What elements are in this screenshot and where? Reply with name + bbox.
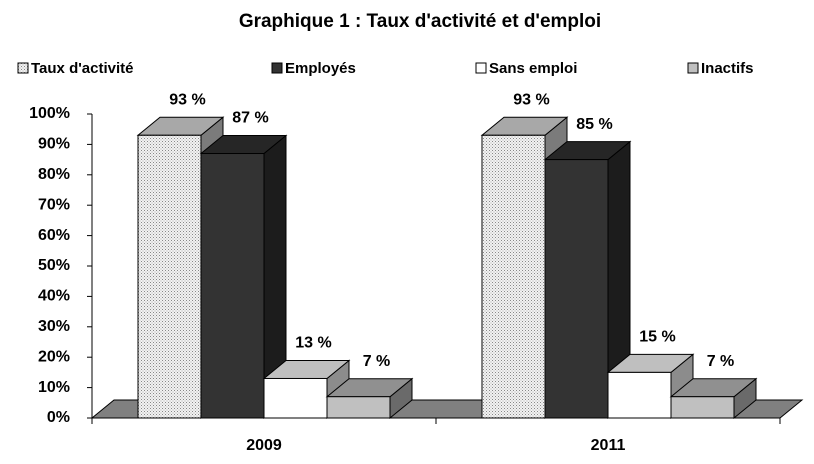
- data-label: 15 %: [639, 329, 675, 346]
- data-label: 85 %: [576, 116, 612, 133]
- bar: [670, 396, 735, 419]
- bar: [263, 377, 328, 419]
- y-tick-label: 30%: [38, 318, 70, 335]
- legend-label: Sans emploi: [489, 60, 577, 77]
- data-label: 93 %: [513, 91, 549, 108]
- chart-title: Graphique 1 : Taux d'activité et d'emplo…: [239, 11, 601, 32]
- data-label: 7 %: [363, 353, 391, 370]
- y-tick-label: 50%: [38, 257, 70, 274]
- y-tick-label: 90%: [38, 136, 70, 153]
- legend-label: Taux d'activité: [31, 60, 134, 77]
- y-tick-label: 10%: [38, 379, 70, 396]
- legend-marker: [271, 62, 283, 74]
- x-tick-label: 2009: [246, 437, 282, 454]
- y-tick-label: 0%: [47, 409, 70, 426]
- y-tick-label: 20%: [38, 348, 70, 365]
- legend-marker: [687, 62, 699, 74]
- data-label: 87 %: [232, 110, 268, 127]
- bar: [200, 153, 265, 419]
- y-tick-label: 40%: [38, 288, 70, 305]
- y-tick-label: 60%: [38, 227, 70, 244]
- y-tick-label: 100%: [29, 105, 70, 122]
- data-label: 7 %: [707, 353, 735, 370]
- x-tick-label: 2011: [591, 437, 626, 454]
- data-label: 93 %: [169, 91, 205, 108]
- bar: [607, 371, 672, 419]
- legend-marker: [17, 62, 29, 74]
- y-tick-label: 70%: [38, 196, 70, 213]
- y-tick-label: 80%: [38, 166, 70, 183]
- bar: [481, 134, 546, 419]
- legend-label: Inactifs: [701, 60, 754, 77]
- legend-label: Employés: [285, 60, 356, 77]
- bar: [137, 134, 202, 419]
- data-label: 13 %: [295, 335, 331, 352]
- bar: [544, 159, 609, 419]
- legend-marker: [475, 62, 487, 74]
- bar: [326, 396, 391, 419]
